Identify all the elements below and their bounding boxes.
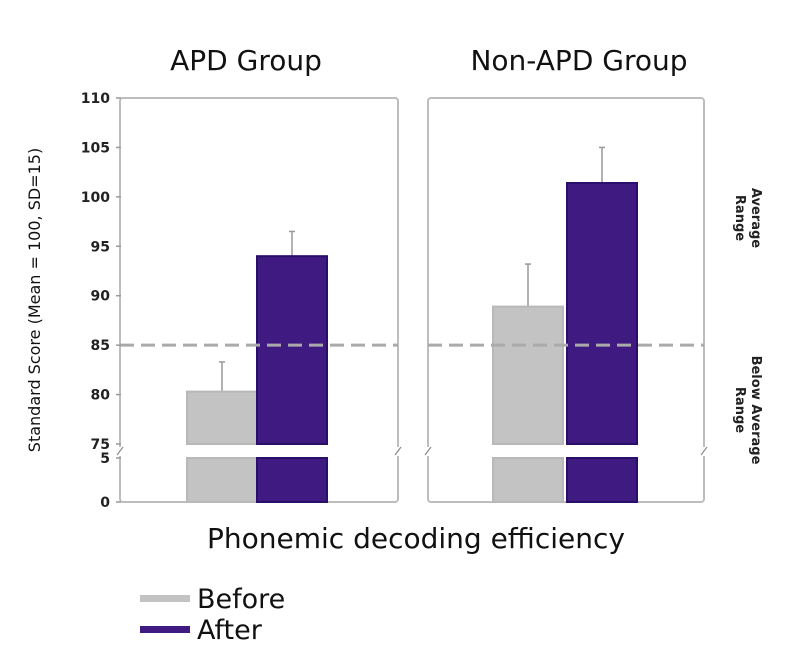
bar-after-lower [256,457,328,503]
y-tick-label: 90 [91,289,111,305]
legend-swatch-after [140,626,190,633]
axis-break-mark [116,446,124,456]
y-tick-label: 80 [91,388,111,404]
legend-swatch-before [140,595,190,602]
range-label-below-average: Range [732,387,747,433]
group-title: APD Group [170,44,322,77]
bar-before-upper [492,305,564,445]
axis-break-mark [424,446,432,456]
y-tick-label: 75 [91,437,110,453]
legend-label-after: After [197,615,263,646]
y-axis-label: Standard Score (Mean = 100, SD=15) [25,148,44,452]
y-tick-label: 95 [91,239,110,255]
bar-after-upper [256,255,328,445]
group-title: Non-APD Group [470,44,687,77]
y-tick-label: 105 [81,140,110,156]
bar-after-lower [566,457,638,503]
x-axis-label: Phonemic decoding efficiency [207,522,625,555]
axis-break-mark [394,446,402,456]
y-tick-label: 0 [100,495,110,511]
bar-after-upper [566,182,638,445]
y-tick-label: 110 [81,91,110,107]
y-tick-label: 85 [91,338,110,354]
bar-before-lower [492,457,564,503]
legend-label-before: Before [197,584,285,615]
axis-break-mark [700,446,708,456]
y-tick-label: 5 [100,451,110,467]
range-label-average: Range [732,195,747,241]
range-label-average: Average [748,188,763,248]
bar-before-upper [186,390,258,445]
range-label-below-average: Below Average [748,356,763,465]
y-tick-label: 100 [81,190,110,206]
bar-before-lower [186,457,258,503]
